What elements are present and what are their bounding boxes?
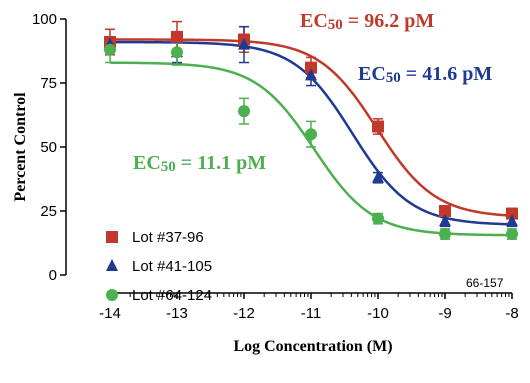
ec50-annotation-lot-37-96: EC50 = 96.2 pM (300, 10, 434, 33)
x-tick-label: -9 (438, 305, 451, 322)
data-point (506, 214, 518, 227)
data-point (305, 61, 317, 74)
y-tick-label: 0 (49, 267, 57, 284)
legend-label: Lot #64-124 (132, 287, 212, 304)
legend-marker (106, 259, 118, 271)
x-tick-label: -14 (99, 305, 121, 322)
data-point (506, 228, 518, 241)
ec50-prefix: EC (300, 10, 328, 32)
data-point (372, 170, 384, 183)
data-point (305, 128, 317, 141)
legend-marker (106, 289, 118, 301)
data-point (439, 228, 451, 241)
ec50-prefix: EC (133, 152, 161, 174)
ec50-value: = 11.1 pM (176, 152, 266, 174)
data-point (439, 205, 451, 217)
y-tick-label: 50 (40, 139, 57, 156)
y-tick-label: 100 (32, 11, 57, 28)
x-axis-label: Log Concentration (M) (233, 338, 392, 355)
x-tick-label: -11 (301, 305, 322, 322)
ec50-value: = 41.6 pM (401, 63, 493, 85)
x-tick-label: -10 (367, 305, 389, 322)
ec50-subscript: 50 (328, 17, 343, 33)
legend-label: Lot #37-96 (132, 229, 204, 246)
figure-code-label: 66-157 (466, 276, 504, 290)
data-point (506, 207, 518, 220)
x-tick-label: -8 (505, 305, 518, 322)
data-point (238, 105, 250, 118)
ec50-subscript: 50 (161, 159, 176, 175)
data-point (439, 214, 451, 227)
data-point (171, 30, 183, 43)
data-point (104, 43, 116, 56)
data-markers (104, 30, 518, 241)
data-point (238, 37, 250, 50)
ec50-annotation-lot-41-105: EC50 = 41.6 pM (358, 63, 492, 86)
x-tick-label: -13 (166, 305, 188, 322)
fit-curve (110, 61, 513, 237)
data-point (305, 68, 317, 81)
y-tick-label: 25 (40, 203, 57, 220)
data-point (171, 46, 183, 59)
data-point (372, 212, 384, 225)
ec50-annotation-lot-64-124: EC50 = 11.1 pM (133, 152, 266, 175)
ec50-value: = 96.2 pM (343, 10, 435, 32)
legend-label: Lot #41-105 (132, 258, 212, 275)
y-axis-label: Percent Control (12, 92, 29, 202)
legend-marker (106, 231, 118, 243)
ec50-subscript: 50 (386, 70, 401, 86)
x-tick-label: -12 (233, 305, 255, 322)
legend: Lot #37-96 Lot #41-105 Lot #64-124 (106, 229, 212, 304)
y-tick-label: 75 (40, 75, 57, 92)
ec50-prefix: EC (358, 63, 386, 85)
data-point (372, 120, 384, 133)
axes: 0 25 50 75 100 -14 -13 -12 -11 -10 -9 -8 (32, 11, 519, 322)
